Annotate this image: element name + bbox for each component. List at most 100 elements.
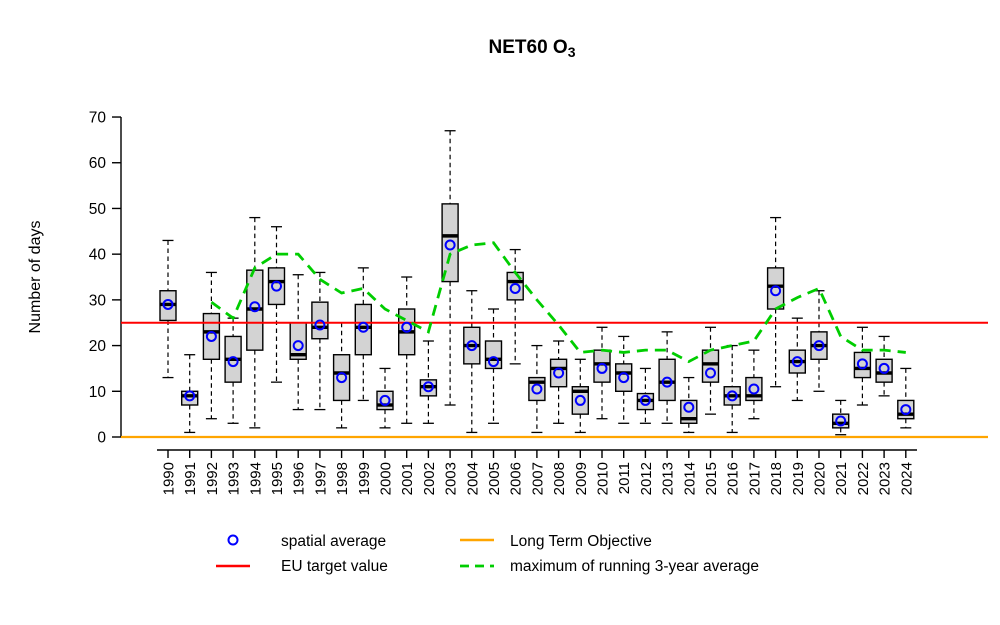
mean-circle-1993 — [227, 356, 239, 368]
x-year-label-2016: 2016 — [725, 462, 742, 495]
box-1995 — [267, 267, 286, 306]
mean-circle-2011 — [618, 372, 630, 384]
x-year-label-2020: 2020 — [812, 462, 829, 495]
x-year-label-1996: 1996 — [291, 462, 308, 495]
x-year-label-1993: 1993 — [226, 462, 243, 495]
y-tick-label-20: 20 — [89, 338, 107, 355]
box-2005 — [484, 340, 503, 370]
mean-circle-2004 — [466, 340, 478, 352]
x-year-label-1995: 1995 — [269, 462, 286, 495]
mean-circle-2012 — [639, 394, 651, 406]
mean-circle-2001 — [401, 321, 413, 333]
legend-running-average-label: maximum of running 3-year average — [510, 558, 759, 575]
axes: 0 10 20 30 40 50 60 70 1990 1991 1992 1993 1994 1995 1… — [89, 110, 917, 495]
box-2024 — [897, 399, 915, 420]
x-year-label-2010: 2010 — [595, 462, 612, 495]
box-1991 — [180, 390, 199, 406]
mean-circle-2009 — [574, 394, 586, 406]
box-2022 — [853, 351, 872, 379]
box-2009 — [571, 386, 589, 415]
x-year-label-2009: 2009 — [573, 462, 590, 495]
mean-circle-2015 — [705, 367, 716, 379]
legend-spatial-average-icon — [227, 534, 239, 546]
x-year-label-2022: 2022 — [855, 462, 872, 495]
box-2010 — [593, 349, 611, 383]
mean-circle-2010 — [596, 362, 608, 374]
mean-circle-2016 — [726, 390, 738, 402]
x-year-label-2012: 2012 — [638, 462, 655, 495]
legend-long-term-objective-label: Long Term Objective — [510, 533, 652, 550]
mean-circle-1990 — [162, 298, 174, 310]
x-year-label-2005: 2005 — [486, 462, 503, 495]
mean-circle-1991 — [184, 390, 196, 402]
spatial-average-points — [162, 239, 912, 427]
mean-circle-2006 — [509, 282, 521, 294]
mean-circle-2018 — [770, 285, 782, 297]
x-year-label-2003: 2003 — [443, 462, 460, 495]
y-tick-label-0: 0 — [97, 430, 106, 447]
x-year-label-2011: 2011 — [616, 462, 633, 494]
mean-circle-2000 — [379, 394, 391, 406]
x-year-label-2001: 2001 — [399, 462, 416, 495]
box-2003 — [441, 203, 459, 283]
x-year-label-2008: 2008 — [551, 462, 568, 495]
box-1998 — [332, 354, 351, 402]
x-year-label-2000: 2000 — [378, 462, 395, 495]
x-year-label-2019: 2019 — [790, 462, 807, 495]
chart-title: NET60 O3 — [489, 37, 576, 60]
x-year-label-2021: 2021 — [833, 462, 850, 495]
x-year-label-2017: 2017 — [746, 462, 763, 495]
box-1999 — [354, 303, 372, 356]
x-year-label-2004: 2004 — [464, 462, 481, 495]
y-tick-label-70: 70 — [89, 110, 107, 127]
mean-circle-2024 — [900, 404, 912, 416]
x-year-label-2002: 2002 — [421, 462, 438, 495]
box-2008 — [549, 358, 568, 388]
x-year-label-2006: 2006 — [508, 462, 525, 495]
mean-circle-2023 — [878, 362, 890, 374]
legend: spatial average EU target value Long Ter… — [216, 533, 759, 575]
box-2006 — [506, 271, 524, 301]
mean-circle-2013 — [661, 376, 673, 388]
x-year-label-2007: 2007 — [529, 462, 546, 495]
x-year-label-1990: 1990 — [161, 462, 178, 495]
mean-circle-2002 — [422, 381, 434, 393]
y-tick-label-60: 60 — [89, 155, 107, 172]
box-2023 — [875, 358, 893, 383]
x-year-label-1998: 1998 — [334, 462, 351, 495]
y-axis-title: Number of days — [27, 221, 44, 334]
mean-circle-1999 — [357, 321, 369, 333]
y-tick-label-10: 10 — [89, 384, 107, 401]
mean-circle-2008 — [553, 367, 565, 379]
x-year-label-1999: 1999 — [356, 462, 373, 495]
x-year-label-2024: 2024 — [898, 462, 915, 495]
mean-circle-2020 — [813, 340, 825, 352]
x-year-label-2014: 2014 — [681, 462, 698, 495]
legend-spatial-average-label: spatial average — [281, 533, 386, 550]
legend-eu-target-label: EU target value — [281, 558, 388, 575]
mean-circle-2005 — [488, 356, 499, 368]
boxplots — [159, 130, 915, 436]
running-3yr-average-line — [210, 241, 906, 364]
mean-circle-2022 — [856, 358, 868, 370]
x-year-label-2023: 2023 — [877, 462, 894, 495]
reference-lines — [121, 321, 988, 439]
y-tick-label-30: 30 — [89, 292, 107, 309]
x-year-label-1991: 1991 — [182, 462, 199, 495]
mean-circle-1994 — [249, 301, 261, 313]
x-year-label-2013: 2013 — [660, 462, 677, 495]
mean-circle-1998 — [336, 372, 348, 384]
mean-circle-1996 — [292, 340, 304, 352]
x-year-label-1992: 1992 — [204, 462, 221, 495]
mean-circle-2021 — [835, 415, 847, 427]
box-2011 — [615, 363, 633, 392]
mean-circle-2019 — [791, 356, 803, 368]
x-year-label-1997: 1997 — [312, 462, 329, 495]
x-year-label-2018: 2018 — [768, 462, 785, 495]
mean-circle-1992 — [205, 330, 217, 342]
x-year-label-1994: 1994 — [247, 462, 264, 495]
box-2000 — [376, 390, 394, 411]
mean-circle-1995 — [271, 280, 282, 292]
